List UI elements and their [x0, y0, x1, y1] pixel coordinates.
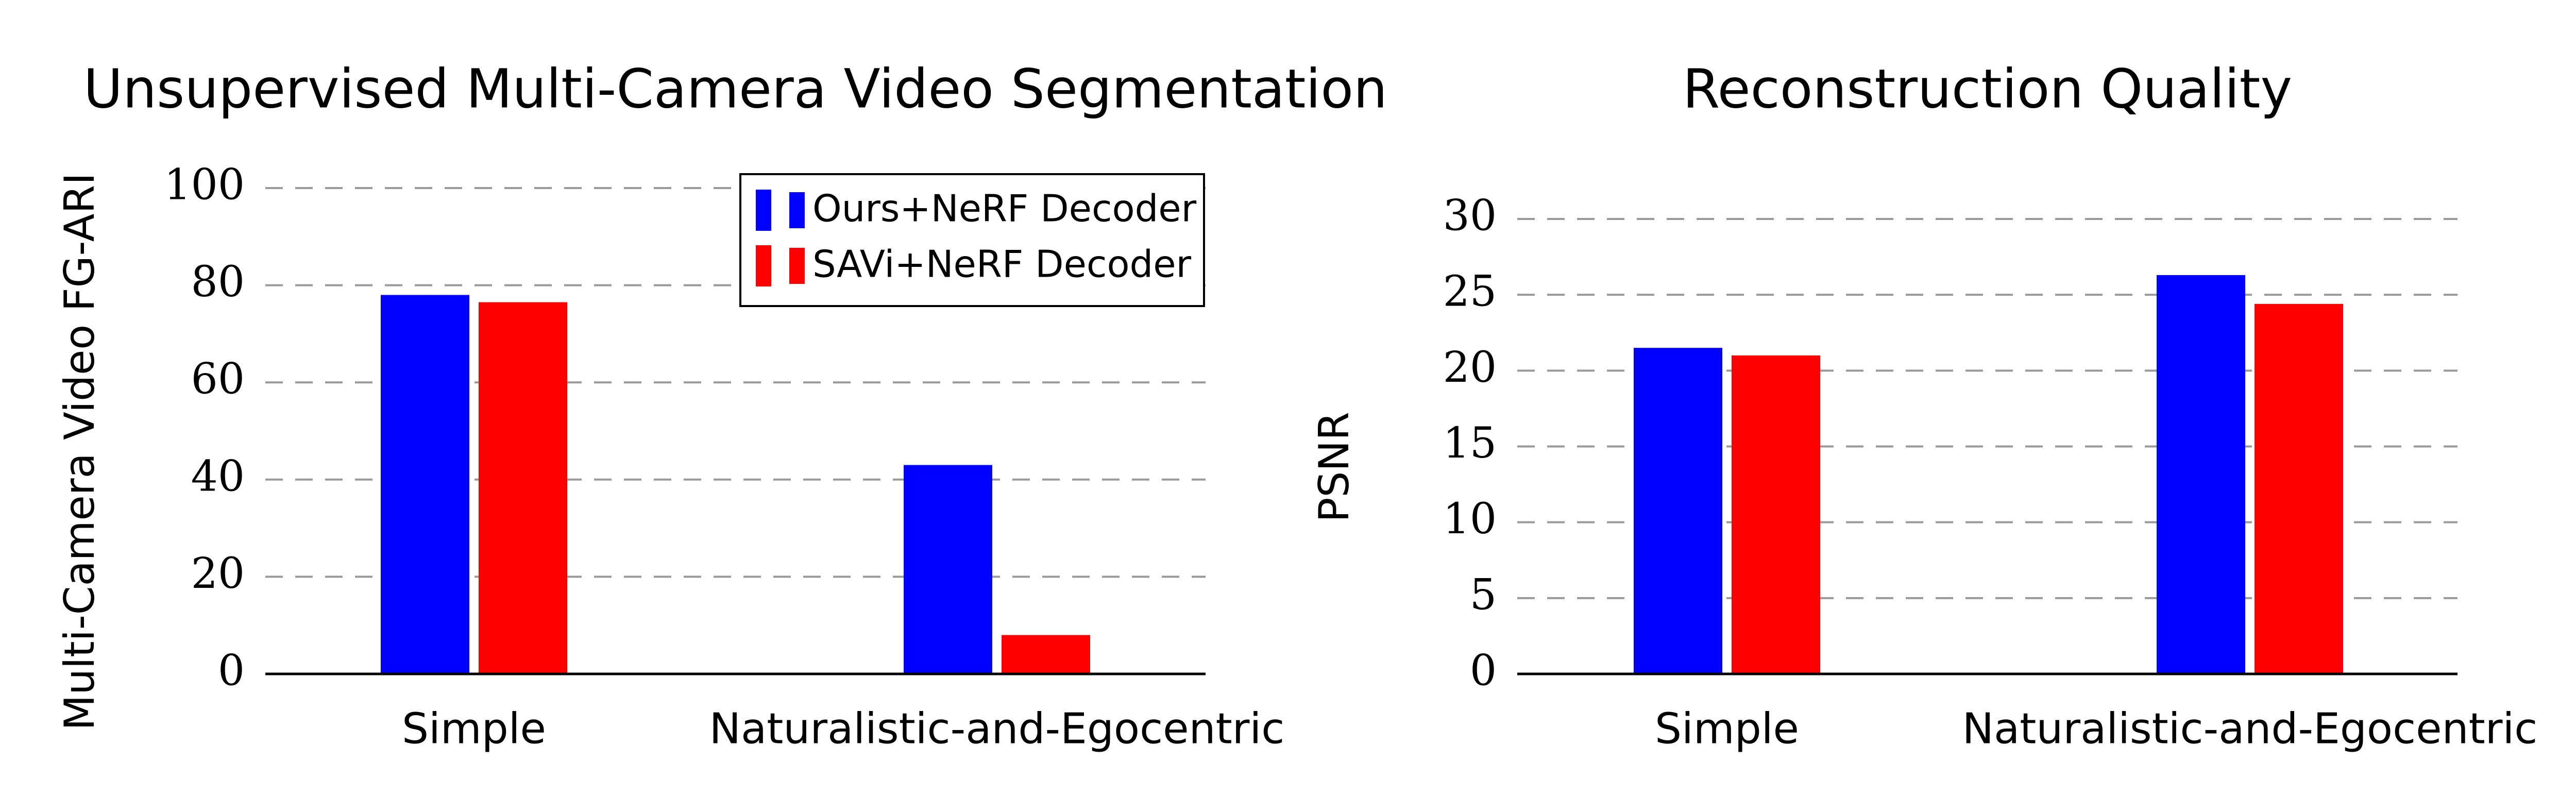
chart1-ytick-label: 100 — [164, 161, 245, 210]
chart2-ytick-label: 10 — [1443, 495, 1497, 544]
chart1-bar-series2-2 — [1002, 635, 1090, 674]
chart1-bar-series1-1 — [381, 295, 469, 674]
chart2-title: Reconstruction Quality — [1683, 57, 2292, 120]
chart2-ytick-label: 25 — [1443, 267, 1497, 316]
chart1-legend-label: SAVi+NeRF Decoder — [812, 243, 1192, 286]
chart2-ylabel: PSNR — [1310, 412, 1358, 522]
chart1-legend-swatch — [756, 190, 771, 231]
chart1-ytick-label: 20 — [191, 549, 245, 598]
chart2-bar-series1-2 — [2157, 275, 2245, 674]
chart1-legend-label: Ours+NeRF Decoder — [812, 187, 1197, 230]
chart2-ytick-label: 15 — [1443, 419, 1497, 468]
chart1-bar-series2-1 — [479, 302, 567, 674]
chart1-ytick-label: 0 — [218, 647, 245, 696]
chart1-ytick-label: 40 — [191, 452, 245, 501]
chart2-bar-series2-1 — [1732, 355, 1820, 674]
chart2-category-label: Simple — [1655, 704, 1799, 753]
chart1-legend-swatch — [756, 245, 771, 286]
chart1-ylabel: Multi-Camera Video FG-ARI — [56, 173, 104, 730]
chart1-legend-swatch — [789, 192, 805, 228]
chart1-legend-box — [739, 173, 1205, 307]
chart1-category-label: Naturalistic-and-Egocentric — [709, 704, 1285, 753]
chart2-ytick-label: 30 — [1443, 192, 1497, 241]
chart1-category-label: Simple — [402, 704, 546, 753]
chart2-ytick-label: 20 — [1443, 343, 1497, 392]
chart2-bar-series2-2 — [2255, 303, 2343, 674]
chart2-ytick-label: 0 — [1470, 647, 1497, 696]
chart1-bar-series1-2 — [904, 465, 992, 674]
chart1-ytick-label: 80 — [191, 258, 245, 307]
chart2-category-label: Naturalistic-and-Egocentric — [1962, 704, 2538, 753]
chart1-title: Unsupervised Multi-Camera Video Segmenta… — [83, 57, 1387, 120]
chart1-ytick-label: 60 — [191, 355, 245, 404]
chart1-legend-swatch — [789, 248, 805, 284]
chart2-bar-series1-1 — [1634, 348, 1722, 674]
chart2-ytick-label: 5 — [1470, 570, 1497, 619]
